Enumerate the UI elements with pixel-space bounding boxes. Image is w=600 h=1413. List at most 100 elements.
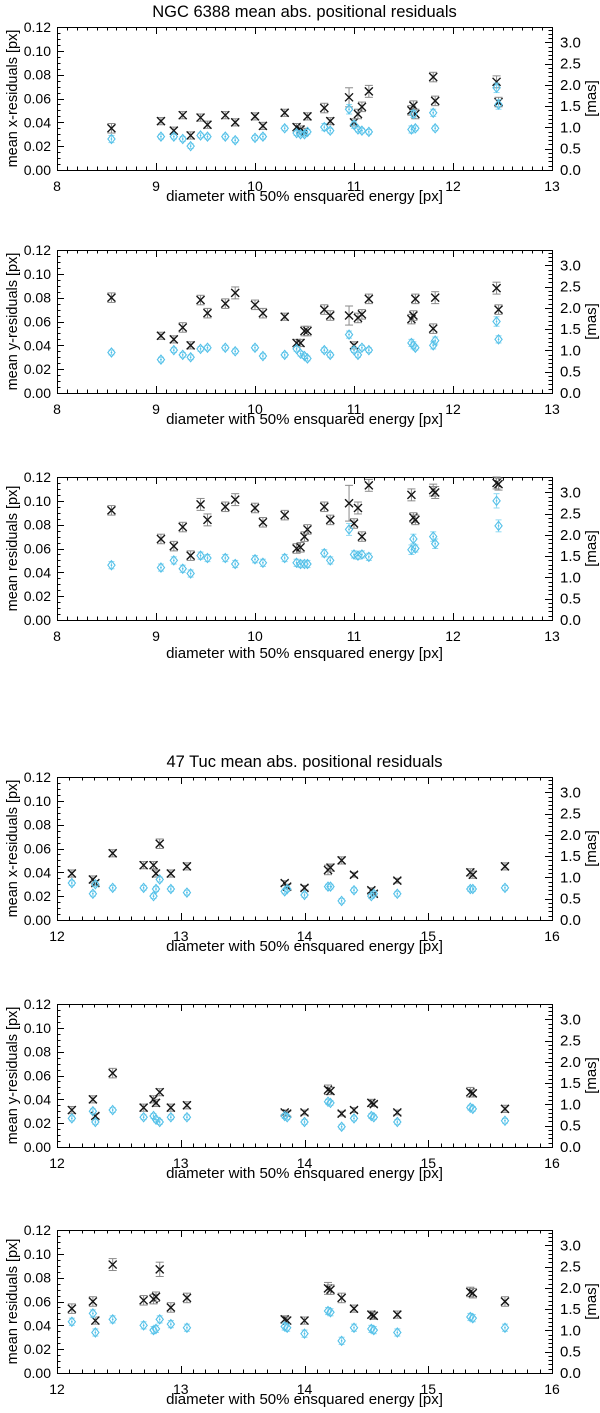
x-glyph: [292, 122, 302, 132]
x-marker-point: [406, 488, 416, 502]
diamond-glyph: [182, 1111, 192, 1123]
x-marker-point: [230, 286, 240, 300]
diamond-point: [303, 558, 312, 570]
diamond-point: [468, 1103, 478, 1115]
diamond-point: [349, 1322, 359, 1334]
mas-tick-label: 1.5: [560, 1301, 581, 1318]
xaxis-label-panel-3: diameter with 50% ensquared energy [px]: [166, 645, 443, 662]
mas-tick-label: 2.5: [560, 279, 581, 296]
series-diamond: [107, 493, 503, 579]
diamond-center-dot: [357, 353, 359, 356]
x-marker-point: [349, 1105, 359, 1115]
x-glyph: [220, 299, 230, 309]
diamond-center-dot: [70, 1117, 73, 1120]
x-marker-point: [220, 501, 230, 513]
diamond-point: [492, 493, 501, 509]
diamond-glyph: [411, 543, 420, 554]
diamond-glyph: [280, 349, 290, 361]
x-glyph: [410, 109, 420, 119]
diamond-center-dot: [306, 563, 309, 565]
x-marker-point: [500, 861, 510, 871]
diamond-center-dot: [303, 1121, 306, 1123]
diamond-glyph: [353, 550, 363, 562]
diamond-point: [230, 134, 240, 146]
diamond-point: [369, 888, 379, 900]
diamond-center-dot: [372, 1329, 375, 1331]
mas-tick-label: 2.5: [560, 806, 581, 823]
x-glyph: [230, 495, 240, 505]
diamond-glyph: [468, 1312, 478, 1324]
x-glyph: [182, 861, 192, 871]
x-marker-point: [357, 531, 367, 542]
diamond-center-dot: [353, 889, 355, 892]
diamond-center-dot: [295, 348, 298, 350]
diamond-point: [411, 543, 420, 554]
diamond-glyph: [155, 1313, 165, 1325]
x-marker-point: [258, 307, 268, 319]
diamond-glyph: [494, 99, 503, 110]
diamond-point: [430, 122, 440, 134]
diamond-center-dot: [111, 1318, 114, 1321]
group-title-47tuc: 47 Tuc mean abs. positional residuals: [166, 753, 443, 771]
x-marker-point: [494, 477, 504, 491]
diamond-point: [430, 335, 440, 346]
diamond-glyph: [182, 1322, 192, 1334]
diamond-glyph: [349, 884, 359, 896]
x-glyph: [182, 1293, 192, 1303]
mas-tick-label: 0.5: [560, 591, 581, 608]
x-marker-point: [468, 870, 478, 880]
diamond-point: [151, 1323, 161, 1335]
mas-tick-label: 1.5: [560, 1075, 581, 1092]
diamond-glyph: [326, 1306, 335, 1318]
y-axis-label: mean y-residuals [px]: [5, 253, 21, 391]
y-tick-label: 0.12: [24, 242, 51, 258]
x-tick-label: 13: [544, 178, 560, 194]
diamond-center-dot: [224, 557, 227, 559]
x-marker-point: [258, 517, 268, 528]
diamond-glyph: [303, 126, 312, 138]
diamond-point: [196, 130, 205, 141]
diamond-glyph: [369, 888, 379, 900]
diamond-point: [428, 107, 438, 119]
x-tick-label: 11: [347, 178, 362, 194]
x-glyph: [151, 869, 161, 879]
diamond-glyph: [357, 342, 367, 354]
diamond-center-dot: [158, 1318, 161, 1321]
x-marker-point: [196, 294, 206, 306]
diamond-glyph: [196, 130, 205, 141]
diamond-center-dot: [497, 103, 500, 106]
mas-axis-label: [mas]: [583, 830, 600, 867]
x-glyph: [392, 1310, 402, 1320]
x-marker-point: [258, 121, 268, 131]
diamond-center-dot: [224, 346, 227, 349]
x-marker-point: [319, 102, 329, 114]
diamond-point: [166, 1318, 176, 1330]
diamond-center-dot: [91, 1312, 94, 1315]
diamond-point: [280, 552, 290, 564]
y-tick-label: 0.12: [24, 19, 51, 35]
x-marker-point: [349, 1304, 359, 1314]
diamond-center-dot: [254, 558, 256, 561]
y-tick-label: 0.00: [24, 612, 51, 628]
x-glyph: [139, 1295, 149, 1305]
x-marker-point: [349, 518, 359, 529]
x-glyph: [178, 110, 188, 120]
x-glyph: [349, 1105, 359, 1115]
diamond-center-dot: [372, 1116, 375, 1119]
diamond-glyph: [280, 122, 290, 134]
x-glyph: [166, 1302, 176, 1312]
diamond-glyph: [67, 1316, 77, 1328]
diamond-glyph: [88, 1308, 98, 1319]
diamond-center-dot: [286, 888, 289, 890]
diamond-point: [500, 1322, 510, 1334]
x-glyph: [250, 300, 260, 310]
diamond-point: [393, 1116, 402, 1128]
x-glyph: [88, 1297, 98, 1306]
mas-tick-label: 0.5: [560, 1118, 581, 1135]
diamond-glyph: [492, 495, 501, 507]
diamond-center-dot: [303, 1332, 306, 1335]
x-marker-point: [369, 1099, 379, 1109]
diamond-point: [155, 874, 165, 885]
diamond-point: [203, 342, 212, 354]
diamond-center-dot: [169, 1323, 172, 1326]
